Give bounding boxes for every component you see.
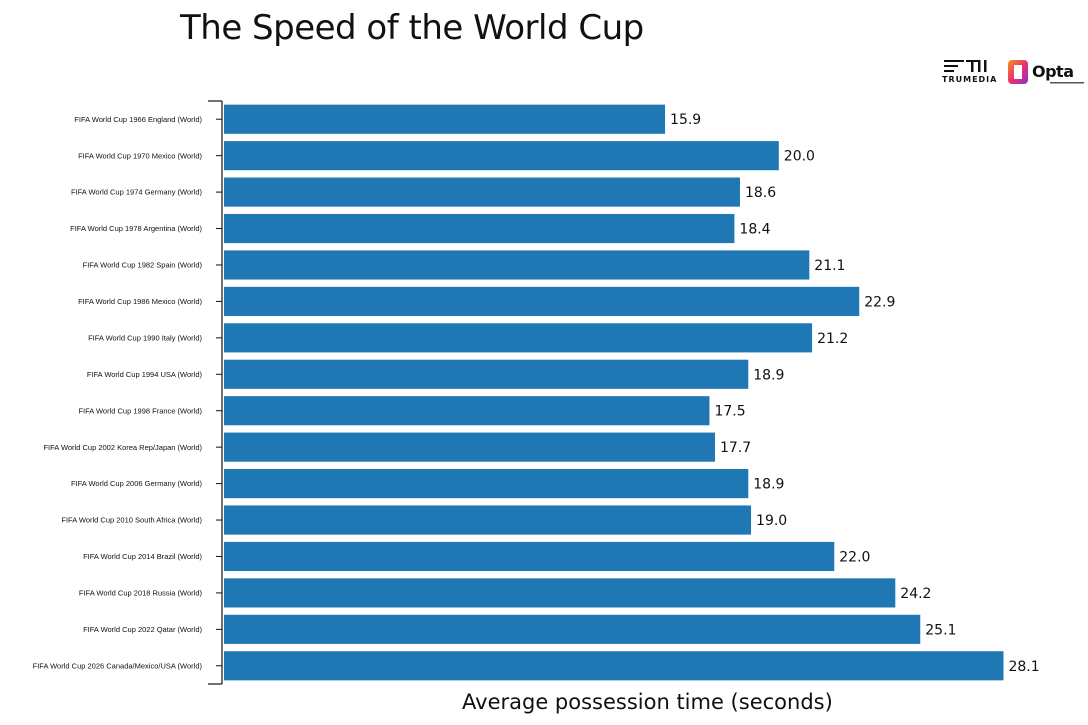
bar xyxy=(224,505,752,535)
value-label: 18.6 xyxy=(745,185,776,201)
bar xyxy=(224,541,835,572)
opta-logo: Opta xyxy=(1006,58,1086,88)
category-label: FIFA World Cup 1970 Mexico (World) xyxy=(78,151,202,160)
bar xyxy=(224,578,896,608)
category-label: FIFA World Cup 2014 Brazil (World) xyxy=(83,552,202,561)
opta-logo-text: Opta xyxy=(1032,62,1074,81)
labels: FIFA World Cup 1966 England (World) 15.9 F… xyxy=(33,112,1040,675)
category-label: FIFA World Cup 1990 Italy (World) xyxy=(88,333,202,342)
bar xyxy=(224,177,740,207)
bar xyxy=(224,250,810,280)
category-label: FIFA World Cup 1978 Argentina (World) xyxy=(70,224,202,233)
bar xyxy=(224,651,1004,681)
category-label: FIFA World Cup 1974 Germany (World) xyxy=(71,188,203,197)
bar xyxy=(224,141,779,171)
opta-tagline-mark xyxy=(1050,82,1084,84)
value-label: 17.7 xyxy=(720,440,751,456)
value-label: 18.4 xyxy=(739,222,770,238)
category-label: FIFA World Cup 1998 France (World) xyxy=(78,406,202,415)
category-label: FIFA World Cup 2006 Germany (World) xyxy=(71,479,203,488)
value-label: 25.1 xyxy=(925,622,956,638)
value-label: 21.2 xyxy=(817,331,848,347)
value-label: 19.0 xyxy=(756,513,787,529)
value-label: 20.0 xyxy=(784,149,815,165)
category-label: FIFA World Cup 2022 Qatar (World) xyxy=(83,625,202,634)
category-label: FIFA World Cup 2010 South Africa (World) xyxy=(61,516,202,525)
y-axis xyxy=(208,100,223,685)
category-label: FIFA World Cup 2018 Russia (World) xyxy=(79,589,203,598)
bar xyxy=(224,469,749,499)
bar xyxy=(224,323,813,353)
chart-title: The Speed of the World Cup xyxy=(180,8,644,48)
category-label: FIFA World Cup 2002 Korea Rep/Japan (Wor… xyxy=(43,443,202,452)
trumedia-logo: TRUMEDIA xyxy=(940,58,1000,86)
category-label: FIFA World Cup 1982 Spain (World) xyxy=(83,261,203,270)
value-label: 18.9 xyxy=(753,367,784,383)
opta-mark-icon xyxy=(1008,60,1028,84)
category-label: FIFA World Cup 1994 USA (World) xyxy=(87,370,203,379)
logos: TRUMEDIA Opta xyxy=(940,58,1085,88)
bar xyxy=(224,286,860,316)
value-label: 28.1 xyxy=(1008,659,1039,675)
bar xyxy=(224,432,715,462)
bar xyxy=(224,213,735,244)
category-label: FIFA World Cup 1986 Mexico (World) xyxy=(78,297,202,306)
value-label: 17.5 xyxy=(714,404,745,420)
bar xyxy=(224,614,921,644)
bar xyxy=(224,104,666,134)
trumedia-mark-icon xyxy=(944,60,987,72)
category-label: FIFA World Cup 2026 Canada/Mexico/USA (W… xyxy=(33,661,203,670)
value-label: 21.1 xyxy=(814,258,845,274)
value-label: 22.9 xyxy=(864,294,895,310)
value-label: 15.9 xyxy=(670,112,701,128)
bar xyxy=(224,359,749,389)
value-label: 22.0 xyxy=(839,549,870,565)
bar xyxy=(224,396,710,426)
bars xyxy=(224,104,1004,681)
trumedia-logo-text: TRUMEDIA xyxy=(942,75,998,84)
x-axis-label: Average possession time (seconds) xyxy=(462,690,833,714)
value-label: 18.9 xyxy=(753,477,784,493)
value-label: 24.2 xyxy=(900,586,931,602)
category-label: FIFA World Cup 1966 England (World) xyxy=(74,115,202,124)
